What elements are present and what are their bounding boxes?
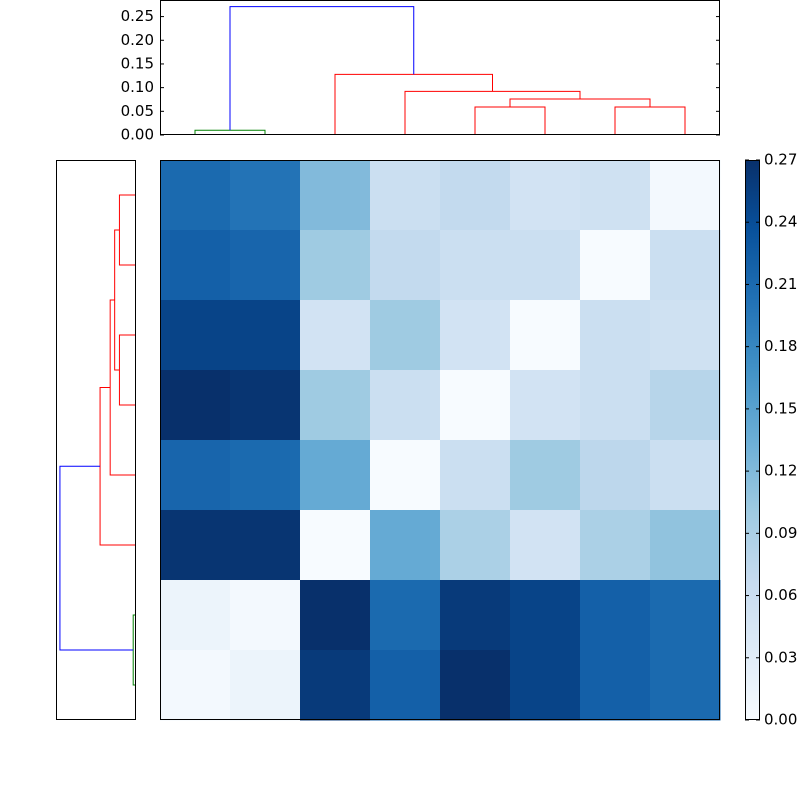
heatmap-cell [580, 160, 651, 231]
dendrogram-link [229, 6, 415, 131]
axes-frame [160, 0, 720, 135]
heatmap-cell [580, 440, 651, 511]
y-tick-label: 0.25 [121, 7, 154, 25]
colorbar-tick-label: 0.03 [764, 648, 797, 666]
heatmap-cell [230, 370, 301, 441]
heatmap-cell [440, 650, 511, 721]
y-tick-label: 0.20 [121, 31, 154, 49]
heatmap-cell [300, 510, 371, 581]
dendrogram-link [109, 299, 136, 476]
y-tick-label: 0.15 [121, 54, 154, 72]
heatmap-cell [160, 300, 231, 371]
heatmap-cell [370, 230, 441, 301]
dendrogram-link [132, 614, 136, 686]
heatmap-cell [650, 370, 721, 441]
dendrogram-link [59, 465, 134, 651]
heatmap-cell [440, 160, 511, 231]
dendrogram-link [614, 106, 686, 135]
heatmap-cell [370, 160, 441, 231]
heatmap-cell [300, 650, 371, 721]
heatmap-cell [440, 370, 511, 441]
heatmap-cell [510, 440, 581, 511]
heatmap-cell [440, 510, 511, 581]
dendrogram-link [404, 90, 581, 135]
heatmap-cell [650, 230, 721, 301]
heatmap-cell [300, 440, 371, 511]
heatmap-cell [370, 510, 441, 581]
heatmap-cell [230, 510, 301, 581]
heatmap-cell [160, 230, 231, 301]
heatmap-cell [300, 300, 371, 371]
colorbar-tick-label: 0.15 [764, 399, 797, 417]
colorbar-tick-label: 0.00 [764, 711, 797, 729]
heatmap-cell [230, 440, 301, 511]
heatmap-cell [160, 510, 231, 581]
heatmap-cell [510, 370, 581, 441]
heatmap-cell [580, 230, 651, 301]
colorbar-tick-label: 0.18 [764, 337, 797, 355]
heatmap-cell [510, 230, 581, 301]
heatmap-cell [300, 580, 371, 651]
heatmap-cell [230, 580, 301, 651]
heatmap-cell [440, 300, 511, 371]
heatmap-cell [370, 300, 441, 371]
dendrogram-link [114, 229, 120, 371]
dendrogram-link [334, 73, 493, 135]
heatmap-cell [370, 580, 441, 651]
heatmap-cell [230, 160, 301, 231]
heatmap-cell [230, 650, 301, 721]
heatmap-cell [510, 580, 581, 651]
heatmap-cell [440, 230, 511, 301]
y-tick-label: 0.10 [121, 78, 154, 96]
heatmap-cell [370, 440, 441, 511]
heatmap-cell [160, 650, 231, 721]
heatmap-cell [650, 510, 721, 581]
heatmap-cell [300, 230, 371, 301]
heatmap-cell [650, 650, 721, 721]
heatmap-cell [650, 440, 721, 511]
heatmap-cell [370, 650, 441, 721]
colorbar-frame [745, 160, 760, 720]
colorbar-tick-label: 0.09 [764, 524, 797, 542]
heatmap-cell [650, 300, 721, 371]
heatmap-cell [160, 440, 231, 511]
axes-frame [160, 160, 720, 720]
heatmap-cell [580, 370, 651, 441]
heatmap-cell [160, 160, 231, 231]
y-tick-label: 0.05 [121, 102, 154, 120]
heatmap-cell [650, 160, 721, 231]
heatmap-cell [160, 370, 231, 441]
heatmap-cell [440, 440, 511, 511]
colorbar [745, 160, 760, 720]
heatmap-cell [650, 580, 721, 651]
colorbar-tick-label: 0.27 [764, 151, 797, 169]
colorbar-tick-label: 0.12 [764, 462, 797, 480]
heatmap-cell [510, 650, 581, 721]
heatmap-cell [580, 650, 651, 721]
heatmap-cell [370, 370, 441, 441]
heatmap-cell [230, 300, 301, 371]
heatmap-cell [160, 580, 231, 651]
colorbar-tick-label: 0.06 [764, 586, 797, 604]
heatmap-cell [300, 370, 371, 441]
axes-frame [56, 160, 136, 720]
colorbar-tick-label: 0.21 [764, 275, 797, 293]
heatmap-cell [230, 230, 301, 301]
dendrogram-link [474, 106, 546, 135]
colorbar-tick-label: 0.24 [764, 213, 797, 231]
heatmap-cell [440, 580, 511, 651]
dendrogram-link [99, 387, 136, 546]
heatmap-cell [580, 300, 651, 371]
heatmap-cell [580, 510, 651, 581]
heatmap-cell [580, 580, 651, 651]
y-tick-label: 0.00 [121, 126, 154, 144]
heatmap-cell [510, 300, 581, 371]
heatmap-cell [510, 510, 581, 581]
heatmap-cell [300, 160, 371, 231]
heatmap-cell [510, 160, 581, 231]
dendrogram-link [118, 194, 136, 266]
dendrogram-link [118, 334, 136, 406]
dendrogram-link [509, 98, 651, 108]
